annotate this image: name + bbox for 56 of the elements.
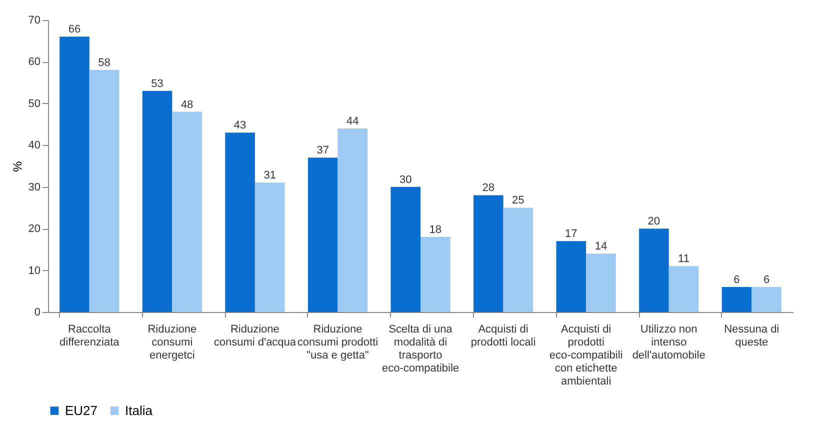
data-label: 31	[264, 170, 276, 182]
data-label: 18	[429, 224, 442, 236]
bar	[225, 132, 255, 312]
bar	[142, 90, 172, 312]
bar	[639, 228, 669, 312]
data-label: 25	[512, 194, 524, 207]
data-label: 11	[678, 253, 690, 266]
data-label: 20	[648, 216, 660, 228]
data-label: 37	[316, 144, 329, 157]
bar	[172, 112, 202, 312]
data-label: 6	[763, 274, 770, 286]
data-label: 58	[98, 57, 110, 70]
data-label: 53	[151, 78, 164, 90]
x-tick-label: Riduzione consumi prodotti "usa e getta"	[297, 324, 378, 362]
bar	[586, 254, 616, 312]
x-tick-label: Riduzione consumi d'acqua	[214, 324, 297, 348]
data-label: 43	[234, 120, 246, 132]
data-label: 44	[346, 115, 359, 128]
x-tick-label: Acquisti di prodotti locali	[470, 324, 536, 348]
x-tick-label: Acquisti di prodotti eco-compatibili con etichette ambientali	[549, 324, 623, 388]
y-tick-label: 40	[28, 140, 40, 152]
x-tick-label: Nessuna di queste	[724, 324, 780, 348]
data-label: 28	[482, 182, 495, 194]
y-tick-label: 50	[28, 98, 40, 110]
legend-label: EU27	[65, 402, 98, 418]
data-label: 66	[68, 24, 81, 36]
y-tick-label: 30	[28, 181, 40, 194]
bar	[556, 241, 586, 312]
y-tick-label: 20	[28, 223, 40, 236]
x-tick-label: Utilizzo non intenso dell'automobile	[632, 324, 706, 362]
y-axis-title: %	[10, 160, 24, 172]
legend-label: Italia	[125, 402, 154, 418]
bar	[254, 182, 285, 312]
bar	[503, 208, 534, 312]
bar	[752, 286, 782, 312]
x-tick-label: Scelta di una modalità di trasporto eco-compatibile	[382, 324, 460, 374]
bar	[420, 236, 450, 312]
x-tick-label: Raccolta differenziata	[60, 324, 120, 348]
bar	[390, 186, 420, 312]
data-label: 6	[734, 274, 740, 286]
data-label: 17	[565, 228, 578, 240]
bar	[473, 195, 504, 312]
y-tick-label: 60	[28, 56, 40, 68]
bar	[89, 70, 120, 312]
bar	[308, 158, 338, 312]
data-label: 48	[180, 98, 194, 111]
data-label: 30	[399, 174, 412, 186]
bar	[668, 266, 699, 312]
x-tick-label: Riduzione consumi energetci	[148, 324, 197, 362]
bar	[338, 128, 368, 312]
bar	[60, 36, 90, 312]
y-tick-label: 70	[28, 14, 40, 26]
bar	[722, 286, 752, 312]
y-tick-label: 10	[28, 264, 40, 277]
data-label: 14	[594, 240, 608, 253]
y-tick-label: 0	[34, 306, 40, 318]
